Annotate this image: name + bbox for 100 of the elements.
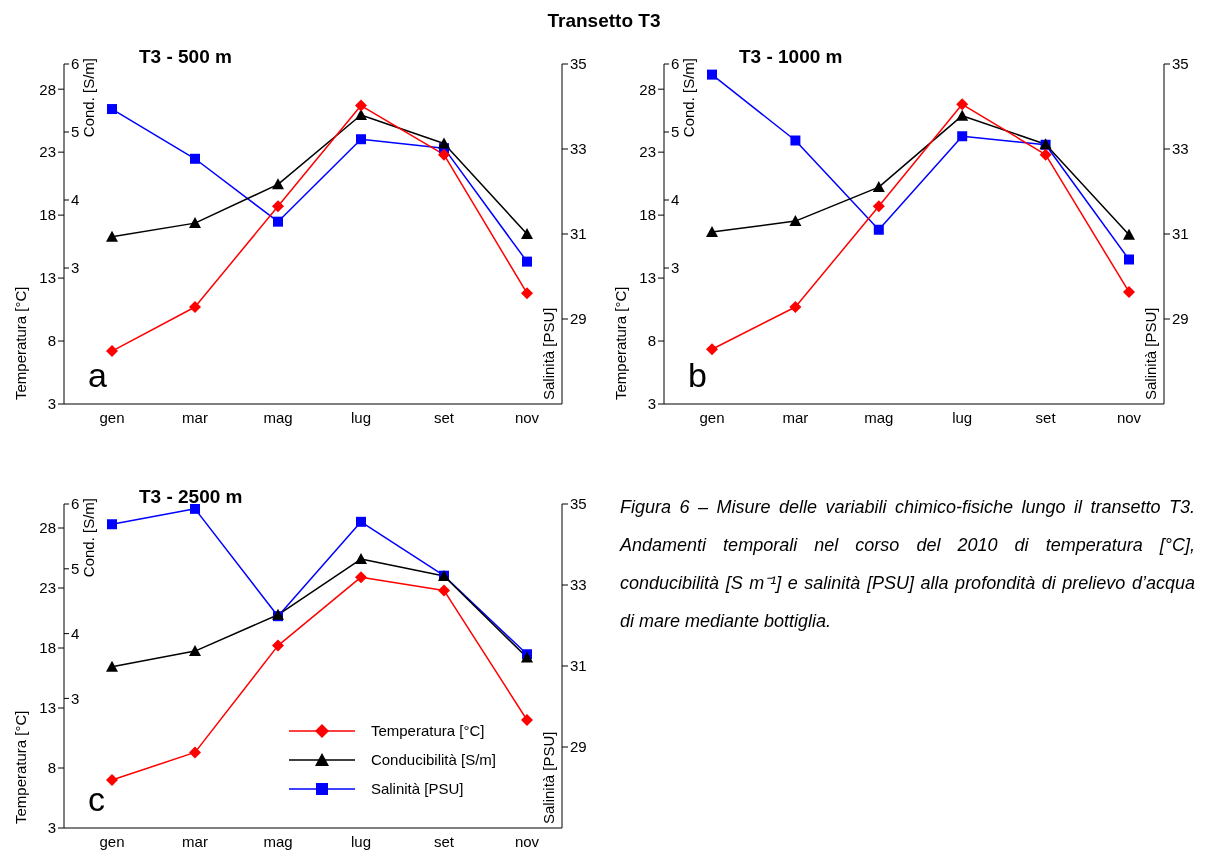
y2-tick-label: 4 (671, 191, 680, 209)
point (1039, 148, 1052, 161)
point (272, 639, 284, 652)
point (521, 228, 533, 239)
point (189, 301, 201, 314)
legend-label: Salinità [PSU] (370, 780, 464, 797)
point (1123, 285, 1135, 298)
point (521, 287, 533, 300)
point (190, 153, 200, 164)
point (1124, 254, 1134, 265)
point (189, 746, 201, 759)
point (707, 69, 717, 80)
x-tick-label: lug (350, 832, 372, 850)
point (872, 181, 885, 193)
chart-title: T3 - 500 m (139, 46, 232, 68)
point (106, 660, 118, 672)
x-tick-label: mar (182, 408, 208, 426)
x-tick-label: mag (864, 408, 894, 426)
y-tick-label: 23 (39, 579, 56, 597)
y2-axis-title: Cond. [S/m] (680, 58, 697, 138)
y3-tick-label: 33 (570, 140, 587, 158)
y3-tick-label: 33 (1172, 140, 1189, 158)
chart-title: T3 - 1000 m (739, 46, 843, 68)
annotation: b (688, 356, 707, 395)
y3-tick-label: 29 (570, 310, 587, 328)
y2-tick-label: 3 (671, 259, 680, 277)
y-tick-label: 3 (647, 395, 656, 413)
point (522, 256, 532, 267)
point (356, 516, 366, 527)
y2-tick-label: 3 (71, 689, 80, 707)
point (789, 301, 802, 314)
y2-tick-label: 6 (71, 495, 80, 513)
y-tick-label: 23 (639, 143, 656, 161)
y3-tick-label: 29 (570, 738, 587, 756)
y-tick-label: 13 (639, 269, 656, 287)
y2-tick-label: 5 (71, 123, 80, 141)
y2-tick-label: 6 (71, 55, 80, 73)
point (438, 584, 450, 597)
x-tick-label: set (433, 408, 455, 426)
point (438, 148, 450, 161)
x-tick-label: nov (514, 408, 540, 426)
y3-tick-label: 33 (570, 576, 587, 594)
x-tick-label: set (1035, 408, 1057, 426)
x-tick-label: lug (350, 408, 372, 426)
y-tick-label: 28 (39, 80, 56, 98)
x-tick-label: gen (99, 408, 125, 426)
x-tick-label: gen (699, 408, 725, 426)
y-tick-label: 3 (47, 395, 56, 413)
annotation: a (88, 356, 107, 395)
y-tick-label: 28 (39, 519, 56, 537)
point (190, 504, 200, 514)
y-axis-title: Temperatura [°C] (12, 710, 29, 824)
y3-axis-title: Salinità [PSU] (1142, 307, 1159, 400)
point (107, 519, 117, 530)
y2-tick-label: 3 (71, 259, 80, 277)
annotation: c (88, 780, 105, 819)
point (273, 216, 283, 227)
point (790, 135, 801, 146)
y2-tick-label: 4 (71, 624, 80, 642)
point (355, 553, 367, 565)
y-tick-label: 3 (47, 819, 56, 837)
point (272, 178, 284, 190)
point (706, 343, 718, 356)
y3-tick-label: 35 (1172, 55, 1189, 73)
y-tick-label: 8 (47, 759, 56, 777)
x-tick-label: mag (263, 832, 293, 850)
x-tick-label: mar (782, 408, 809, 426)
y-tick-label: 13 (39, 269, 56, 287)
y2-axis-title: Cond. [S/m] (80, 58, 97, 138)
text: Transetto T3 (546, 10, 662, 32)
x-tick-label: mag (263, 408, 293, 426)
y-tick-label: 13 (39, 699, 56, 717)
point (1123, 228, 1135, 240)
chart-title: T3 - 2500 m (139, 486, 243, 508)
x-tick-label: mar (182, 832, 208, 850)
y3-axis-title: Salinità [PSU] (540, 307, 557, 400)
point (272, 200, 284, 213)
x-tick-label: nov (514, 832, 540, 850)
point (789, 215, 802, 227)
point (706, 225, 718, 237)
y3-tick-label: 29 (1172, 310, 1189, 328)
y2-tick-label: 5 (71, 560, 80, 578)
y3-axis-title: Salinità [PSU] (540, 731, 557, 824)
y3-tick-label: 31 (570, 225, 587, 243)
point (956, 109, 969, 121)
x-tick-label: lug (952, 408, 973, 426)
y-axis-title: Temperatura [°C] (12, 286, 29, 400)
x-tick-label: nov (1116, 408, 1142, 426)
x-tick-label: set (433, 832, 455, 850)
y3-tick-label: 35 (570, 495, 587, 513)
y2-tick-label: 6 (671, 55, 680, 73)
point (872, 200, 885, 213)
point (107, 104, 117, 115)
point (355, 571, 367, 584)
y2-axis-title: Cond. [S/m] (80, 498, 97, 578)
y-tick-label: 18 (39, 206, 56, 224)
y3-tick-label: 31 (570, 657, 587, 675)
text: Figura 6 – Misure delle variabili chimico-fisiche lungo il transetto T3. Andamenti temporali nel corso del 2010 di temperatura [°C], conducibilità [S m⁻¹] e salinità [PSU] alla profondità di prelievo d’acqua di mare mediante bottiglia. (620, 496, 1195, 633)
y-tick-label: 28 (639, 80, 656, 98)
point (356, 134, 366, 145)
